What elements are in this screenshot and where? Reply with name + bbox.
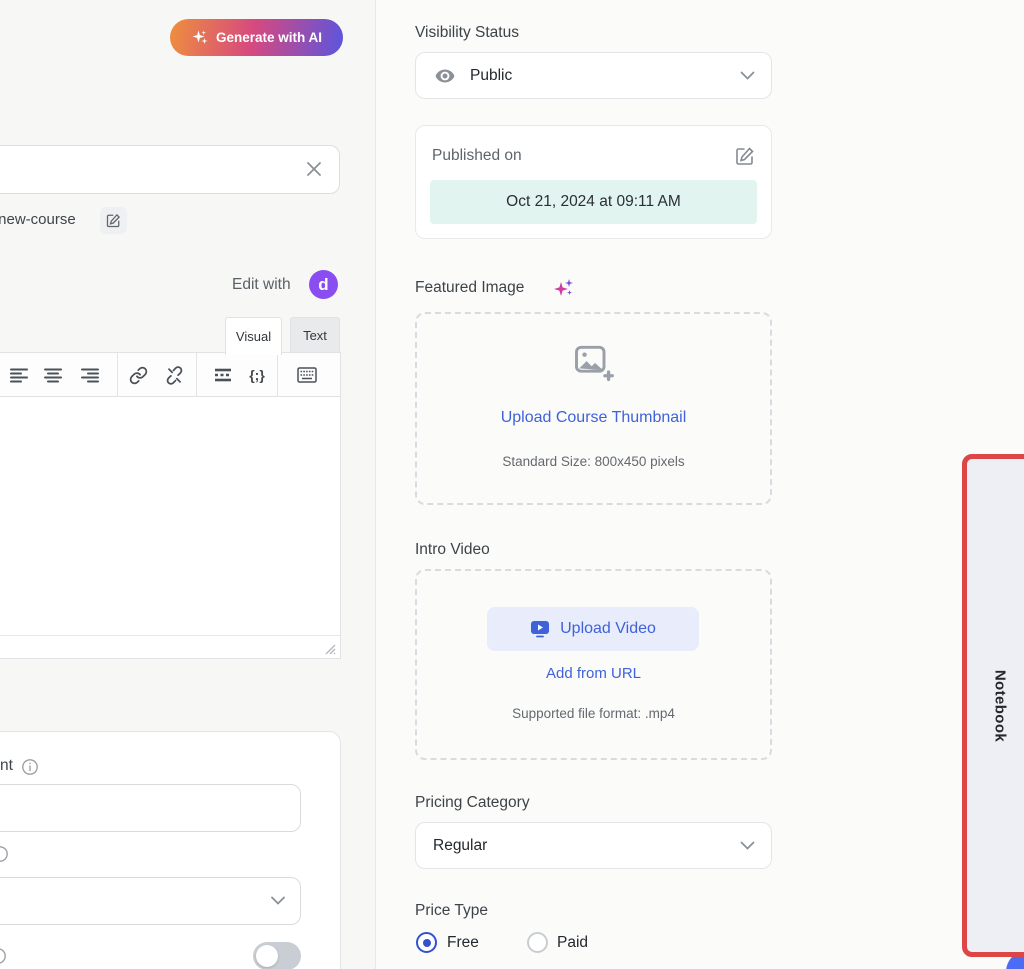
pricing-category-select[interactable] bbox=[415, 822, 772, 869]
resize-grip-icon[interactable] bbox=[322, 641, 336, 655]
pricing-category-label: Pricing Category bbox=[415, 794, 530, 811]
align-right-icon[interactable] bbox=[79, 364, 101, 386]
settings-toggle[interactable] bbox=[253, 942, 301, 969]
toolbar-divider bbox=[117, 353, 118, 396]
settings-field-label: nt bbox=[0, 757, 13, 774]
ai-sparkles-icon[interactable] bbox=[552, 276, 576, 300]
unlink-icon[interactable] bbox=[163, 364, 185, 386]
editor-statusbar-divider bbox=[0, 635, 340, 636]
course-settings-card bbox=[0, 731, 341, 969]
droip-logo[interactable]: d bbox=[309, 270, 338, 299]
link-icon[interactable] bbox=[127, 364, 149, 386]
radio-free-label: Free bbox=[447, 934, 479, 951]
upload-thumbnail-link[interactable]: Upload Course Thumbnail bbox=[500, 409, 687, 426]
upload-video-button[interactable]: Upload Video bbox=[487, 607, 699, 651]
editor-content-area[interactable] bbox=[0, 397, 341, 659]
chevron-down-icon bbox=[740, 71, 755, 80]
intro-video-dropzone bbox=[415, 569, 772, 760]
tab-text[interactable]: Text bbox=[290, 317, 340, 354]
price-type-label: Price Type bbox=[415, 902, 488, 919]
add-from-url-link[interactable]: Add from URL bbox=[545, 665, 642, 682]
align-center-icon[interactable] bbox=[42, 364, 64, 386]
visibility-select[interactable] bbox=[415, 52, 772, 99]
upload-video-label: Upload Video bbox=[560, 620, 656, 637]
pencil-square-icon bbox=[106, 213, 121, 228]
thumbnail-size-hint: Standard Size: 800x450 pixels bbox=[502, 454, 685, 469]
keyboard-icon[interactable] bbox=[296, 364, 318, 386]
radio-paid-label: Paid bbox=[557, 934, 589, 951]
published-date-value[interactable]: Oct 21, 2024 at 09:11 AM bbox=[430, 180, 757, 224]
intro-video-label: Intro Video bbox=[415, 541, 490, 558]
sparkles-icon bbox=[191, 29, 209, 47]
tab-visual[interactable]: Visual bbox=[225, 317, 282, 355]
edit-with-label: Edit with bbox=[232, 276, 291, 293]
info-icon[interactable] bbox=[0, 845, 9, 863]
info-icon[interactable] bbox=[21, 758, 39, 776]
visibility-value: Public bbox=[470, 67, 513, 84]
editor-toolbar bbox=[0, 352, 341, 397]
align-left-icon[interactable] bbox=[8, 364, 30, 386]
featured-image-dropzone[interactable] bbox=[415, 312, 772, 505]
notebook-side-tab[interactable]: Notebook bbox=[962, 454, 1024, 957]
generate-with-ai-button[interactable]: Generate with AI bbox=[170, 19, 343, 56]
info-icon[interactable] bbox=[0, 947, 7, 965]
read-more-icon[interactable] bbox=[212, 364, 234, 386]
video-icon bbox=[530, 620, 550, 638]
image-plus-icon bbox=[571, 340, 615, 384]
shortcode-icon[interactable]: {;} bbox=[249, 367, 265, 383]
radio-paid[interactable] bbox=[527, 932, 548, 953]
toolbar-divider bbox=[196, 353, 197, 396]
chevron-down-icon bbox=[271, 896, 285, 905]
course-title-input[interactable] bbox=[0, 145, 340, 194]
clear-title-icon[interactable] bbox=[305, 160, 323, 178]
edit-date-icon[interactable] bbox=[735, 146, 755, 166]
toggle-knob bbox=[256, 945, 278, 967]
chevron-down-icon bbox=[740, 841, 755, 850]
permalink-slug: /new-course bbox=[0, 211, 76, 228]
notebook-tab-label: Notebook bbox=[991, 669, 1008, 742]
settings-number-input[interactable] bbox=[0, 784, 301, 832]
eye-icon bbox=[433, 64, 457, 88]
generate-with-ai-label: Generate with AI bbox=[215, 30, 323, 45]
video-format-hint: Supported file format: .mp4 bbox=[512, 706, 675, 721]
radio-free[interactable] bbox=[416, 932, 437, 953]
featured-image-label: Featured Image bbox=[415, 279, 525, 296]
column-divider bbox=[375, 0, 376, 969]
pricing-category-value: Regular bbox=[433, 837, 488, 854]
droip-letter: d bbox=[318, 274, 329, 294]
visibility-status-label: Visibility Status bbox=[415, 24, 519, 41]
edit-permalink-button[interactable] bbox=[100, 207, 127, 234]
settings-select[interactable] bbox=[0, 877, 301, 925]
published-on-label: Published on bbox=[432, 147, 522, 164]
toolbar-divider bbox=[277, 353, 278, 396]
